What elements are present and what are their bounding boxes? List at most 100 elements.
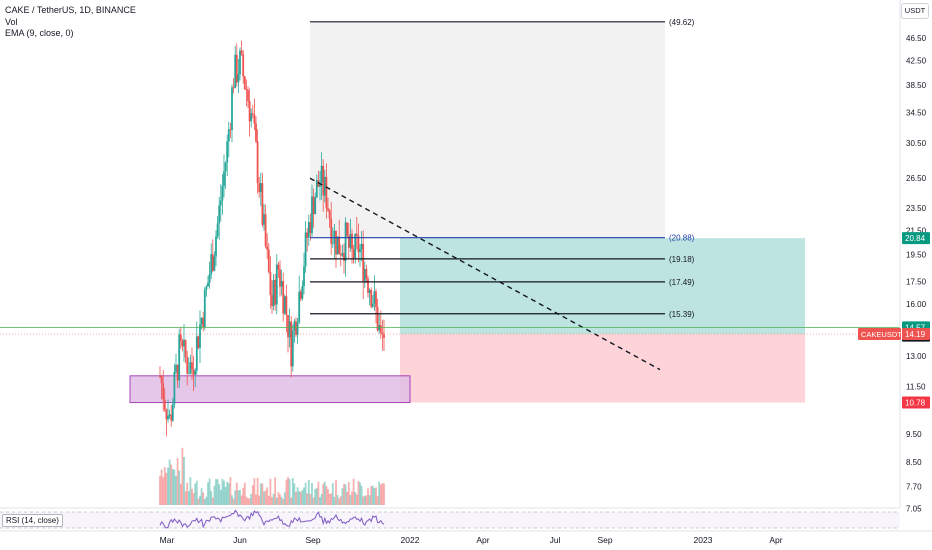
time-axis[interactable]: Mar Jun Sep 2022 Apr Jul Sep 2023 Apr	[0, 530, 932, 545]
candle-body	[232, 87, 235, 89]
candle-body	[199, 324, 201, 348]
candle-body	[179, 334, 182, 341]
candle-body	[263, 214, 265, 225]
volume-bar	[256, 477, 259, 505]
candle-body	[248, 100, 251, 122]
candle-body	[194, 370, 197, 375]
candle-body	[290, 321, 293, 367]
candle-body	[176, 364, 179, 381]
volume-bar	[352, 478, 355, 505]
volume-bar	[168, 459, 171, 505]
volume-bar	[328, 493, 331, 505]
volume-bar	[319, 497, 321, 505]
profit-zone	[400, 238, 805, 334]
volume-bar	[181, 447, 184, 505]
trendline	[309, 177, 661, 371]
volume-bar	[295, 491, 297, 505]
candle-body	[210, 254, 213, 275]
volume-bar	[347, 482, 350, 505]
volume-bar	[304, 482, 307, 505]
volume-bar	[363, 495, 366, 505]
candle-body	[258, 183, 261, 193]
candle-body	[175, 364, 177, 372]
volume-bar	[226, 481, 229, 505]
price-axis[interactable]: 46.50 42.50 38.50 34.50 30.50 26.50 23.50 21.50…	[858, 0, 930, 513]
volume-bar	[291, 478, 294, 505]
volume-bar	[269, 478, 272, 505]
candle-body	[274, 279, 277, 305]
candle-body	[296, 322, 299, 335]
volume-bar	[346, 491, 349, 505]
volume-bar	[296, 487, 299, 505]
candle-body	[219, 200, 222, 206]
volume-bar	[221, 478, 224, 505]
candle-body	[327, 208, 329, 211]
volume-bar	[192, 493, 195, 505]
volume-bar	[210, 491, 213, 505]
volume-bar	[199, 495, 201, 505]
level-label: (19.18)	[669, 255, 695, 264]
volume-bar	[368, 495, 371, 505]
candle-body	[243, 76, 246, 89]
symbol-title[interactable]: CAKE / TetherUS, 1D, BINANCE	[5, 5, 136, 15]
volume-bar	[203, 498, 206, 505]
candle-body	[336, 236, 339, 255]
volume-bar	[240, 495, 243, 505]
candle-body	[197, 336, 200, 348]
candle-body	[183, 339, 185, 347]
candle-body	[325, 176, 328, 209]
volume-bar	[355, 494, 358, 505]
volume-bar	[170, 464, 173, 505]
volume-bar	[312, 497, 315, 505]
level-label: (17.49)	[669, 278, 695, 287]
volume-bar	[175, 476, 177, 505]
volume-bar	[336, 494, 339, 505]
candle-body	[221, 186, 224, 201]
x-tick-label: Apr	[769, 535, 782, 545]
candle-body	[368, 290, 371, 293]
volume-bar	[301, 489, 304, 505]
volume-bar	[163, 467, 166, 505]
candle-body	[189, 362, 192, 374]
candle-body	[311, 196, 313, 234]
candle-body	[165, 409, 168, 420]
volume-bar	[189, 477, 192, 505]
candle-body	[371, 303, 374, 307]
volume-bar	[234, 490, 237, 505]
volume-bar	[213, 485, 216, 505]
candle-body	[205, 286, 208, 290]
candle-body	[351, 233, 353, 250]
ema-indicator-label[interactable]: EMA (9, close, 0)	[5, 28, 74, 38]
volume-bar	[272, 493, 275, 505]
volume-bar	[223, 480, 225, 505]
volume-bar	[191, 488, 193, 505]
candle-body	[231, 87, 233, 130]
candle-body	[288, 321, 291, 338]
volume-indicator-label[interactable]: Vol	[5, 16, 18, 27]
price-badge-label: 10.78	[905, 399, 926, 408]
candle-body	[275, 264, 278, 305]
y-tick-label: 34.50	[906, 108, 927, 117]
volume-bar	[381, 483, 384, 505]
candle-body	[216, 223, 219, 237]
candle-body	[171, 404, 174, 421]
candle-body	[338, 236, 341, 255]
y-tick-label: 16.00	[906, 300, 927, 309]
candle-body	[247, 90, 249, 101]
candle-body	[333, 230, 336, 244]
y-tick-label: 30.50	[906, 139, 927, 148]
candle-body	[303, 266, 305, 287]
x-tick-label: 2023	[694, 535, 713, 545]
volume-bar	[323, 481, 326, 505]
volume-bar	[303, 487, 305, 505]
currency-unit-button[interactable]: USDT	[901, 3, 929, 19]
volume-bar	[315, 488, 318, 505]
volume-bar	[207, 482, 209, 505]
rsi-indicator-label[interactable]: RSI (14, close)	[2, 514, 63, 527]
x-tick-label: Jun	[233, 535, 247, 545]
volume-bar	[343, 483, 345, 505]
volume-bar	[367, 488, 369, 505]
candle-body	[359, 248, 361, 253]
candle-body	[343, 252, 345, 261]
